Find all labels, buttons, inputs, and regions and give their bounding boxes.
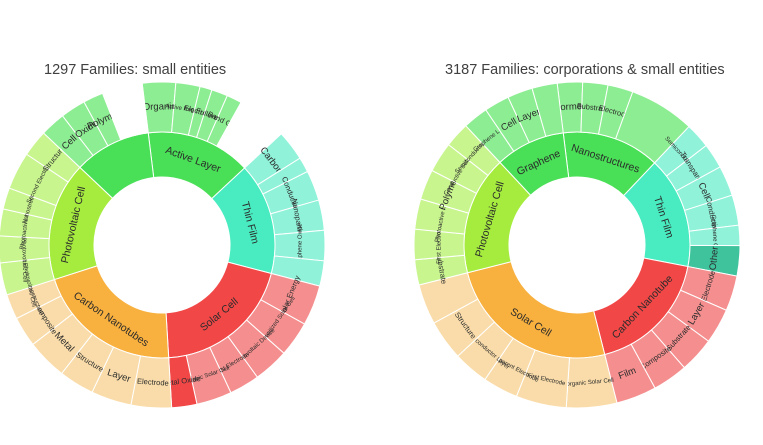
outer-segment-label: Graphene Oxide bbox=[298, 223, 304, 268]
chart-title-left: 1297 Families: small entities bbox=[44, 62, 227, 78]
chart-title-right: 3187 Families: corporations & small enti… bbox=[445, 62, 725, 78]
outer-segment-label: Active Region bbox=[165, 103, 203, 115]
outer-segment-label: Electrode bbox=[137, 377, 169, 388]
outer-segment-label: Formed bbox=[554, 101, 587, 113]
outer-segment-label: Organic Solar Cell bbox=[565, 378, 614, 388]
outer-segment[interactable] bbox=[531, 82, 564, 137]
outer-segment[interactable] bbox=[101, 82, 149, 141]
outer-segment-label: Graphene Oxide bbox=[710, 215, 719, 260]
outer-segment-label: Other bbox=[708, 246, 721, 271]
outer-segment-label: Substrate bbox=[576, 101, 609, 114]
outer-segment-label: Organic bbox=[143, 101, 177, 113]
outer-segment-label: Second Photovoltaic Cell bbox=[20, 215, 28, 282]
outer-segment-label: First Electrode bbox=[437, 225, 443, 264]
